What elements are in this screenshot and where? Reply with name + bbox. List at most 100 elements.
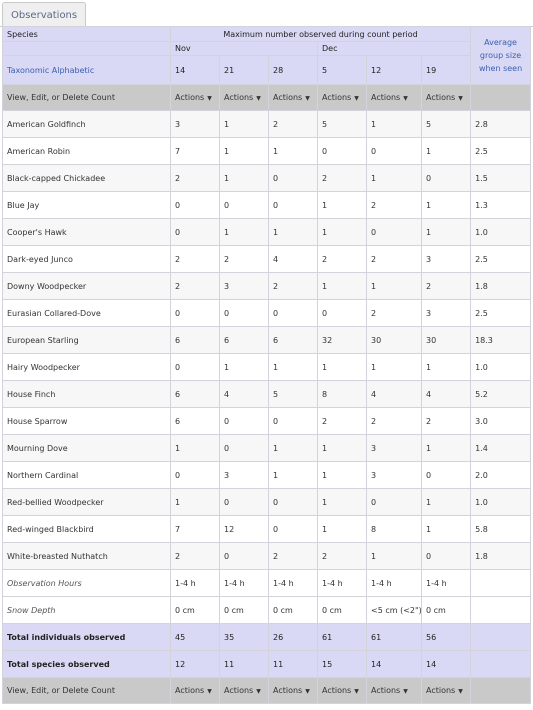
species-row: Blue Jay 0 0 0 1 2 1 1.3	[2, 191, 532, 219]
total-cell: 11	[219, 650, 269, 678]
count-cell: 2	[366, 299, 422, 327]
count-cell: 2	[420, 272, 472, 300]
count-cell: 5	[268, 380, 318, 408]
average-cell: 2.8	[470, 110, 532, 138]
count-cell: 1	[317, 272, 367, 300]
count-cell: 6	[219, 326, 269, 354]
actions-dropdown[interactable]: Actions ▼	[268, 677, 318, 704]
count-cell: 0	[268, 164, 318, 192]
observations-table: Species Maximum number observed during c…	[2, 26, 532, 704]
count-cell: 5	[420, 110, 472, 138]
average-cell: 2.5	[470, 137, 532, 165]
total-individuals-label: Total individuals observed	[2, 623, 171, 651]
count-cell: 3	[219, 461, 269, 489]
count-cell: 0	[420, 164, 472, 192]
average-cell: 1.4	[470, 434, 532, 462]
count-cell: 0	[219, 407, 269, 435]
average-cell: 18.3	[470, 326, 532, 354]
count-cell: 1	[317, 515, 367, 543]
actions-dropdown[interactable]: Actions ▼	[366, 677, 422, 704]
count-cell: 2	[317, 407, 367, 435]
species-name: Red-bellied Woodpecker	[2, 488, 171, 516]
hours-cell: 1-4 h	[420, 569, 472, 597]
count-cell: 2	[366, 245, 422, 273]
month-dec: Dec	[316, 41, 472, 56]
count-cell: 1	[268, 353, 318, 381]
actions-dropdown[interactable]: Actions ▼	[420, 84, 472, 111]
month-nov: Nov	[170, 41, 318, 56]
actions-dropdown[interactable]: Actions ▼	[317, 677, 367, 704]
count-cell: 0	[317, 137, 367, 165]
observation-hours-label: Observation Hours	[2, 569, 171, 597]
count-cell: 1	[366, 110, 422, 138]
actions-dropdown[interactable]: Actions ▼	[170, 677, 220, 704]
species-name: White-breasted Nuthatch	[2, 542, 171, 570]
actions-dropdown[interactable]: Actions ▼	[219, 677, 269, 704]
count-cell: 2	[317, 245, 367, 273]
count-cell: 2	[366, 407, 422, 435]
count-cell: 1	[420, 434, 472, 462]
count-cell: 12	[219, 515, 269, 543]
species-name: House Sparrow	[2, 407, 171, 435]
caret-down-icon: ▼	[458, 688, 463, 695]
actions-dropdown[interactable]: Actions ▼	[366, 84, 422, 111]
actions-dropdown[interactable]: Actions ▼	[268, 84, 318, 111]
snow-depth-label: Snow Depth	[2, 596, 171, 624]
total-individuals-row: Total individuals observed 45 35 26 61 6…	[2, 623, 532, 651]
total-cell: 15	[317, 650, 367, 678]
count-cell: 0	[420, 542, 472, 570]
count-cell: 2	[170, 542, 220, 570]
caret-down-icon: ▼	[207, 688, 212, 695]
date-header: 19	[420, 55, 472, 85]
count-cell: 1	[219, 110, 269, 138]
total-cell: 61	[317, 623, 367, 651]
species-row: Red-bellied Woodpecker 1 0 0 1 0 1 1.0	[2, 488, 532, 516]
actions-dropdown[interactable]: Actions ▼	[219, 84, 269, 111]
actions-dropdown[interactable]: Actions ▼	[317, 84, 367, 111]
species-row: Cooper's Hawk 0 1 1 1 0 1 1.0	[2, 218, 532, 246]
count-cell: 1	[268, 434, 318, 462]
average-cell: 1.5	[470, 164, 532, 192]
count-cell: 32	[317, 326, 367, 354]
count-cell: 1	[170, 488, 220, 516]
snow-cell: 0 cm	[420, 596, 472, 624]
count-cell: 1	[420, 353, 472, 381]
count-cell: 4	[366, 380, 422, 408]
count-cell: 4	[219, 380, 269, 408]
caret-down-icon: ▼	[305, 688, 310, 695]
count-cell: 1	[366, 542, 422, 570]
count-cell: 3	[366, 461, 422, 489]
species-name: Blue Jay	[2, 191, 171, 219]
count-cell: 1	[366, 272, 422, 300]
count-cell: 0	[268, 299, 318, 327]
total-cell: 26	[268, 623, 318, 651]
count-cell: 0	[170, 218, 220, 246]
count-cell: 1	[420, 515, 472, 543]
actions-dropdown[interactable]: Actions ▼	[170, 84, 220, 111]
count-cell: 1	[219, 137, 269, 165]
count-cell: 4	[420, 380, 472, 408]
count-cell: 3	[420, 299, 472, 327]
species-name: Northern Cardinal	[2, 461, 171, 489]
count-cell: 0	[219, 542, 269, 570]
count-cell: 0	[268, 191, 318, 219]
species-name: Red-winged Blackbird	[2, 515, 171, 543]
species-header: Species	[2, 26, 171, 42]
species-name: Downy Woodpecker	[2, 272, 171, 300]
count-cell: 0	[268, 515, 318, 543]
sort-taxonomic-alphabetic-link[interactable]: Taxonomic Alphabetic	[2, 55, 171, 85]
species-row: Downy Woodpecker 2 3 2 1 1 2 1.8	[2, 272, 532, 300]
species-name: Hairy Woodpecker	[2, 353, 171, 381]
count-cell: 0	[366, 218, 422, 246]
actions-dropdown[interactable]: Actions ▼	[420, 677, 472, 704]
caret-down-icon: ▼	[403, 95, 408, 102]
count-cell: 1	[366, 353, 422, 381]
count-cell: 3	[170, 110, 220, 138]
count-cell: 3	[366, 434, 422, 462]
count-cell: 0	[219, 191, 269, 219]
total-cell: 12	[170, 650, 220, 678]
count-cell: 2	[170, 272, 220, 300]
count-cell: 7	[170, 515, 220, 543]
tab-bar: Observations	[0, 0, 533, 27]
tab-observations[interactable]: Observations	[2, 2, 87, 27]
